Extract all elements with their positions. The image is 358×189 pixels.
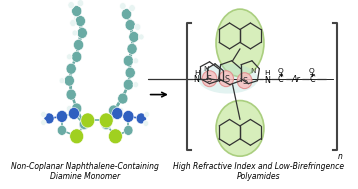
Circle shape bbox=[112, 108, 123, 119]
Circle shape bbox=[73, 40, 84, 50]
Text: Polyamides: Polyamides bbox=[237, 172, 280, 181]
Circle shape bbox=[123, 111, 134, 122]
Ellipse shape bbox=[216, 101, 264, 156]
Text: N: N bbox=[264, 76, 270, 85]
Circle shape bbox=[81, 113, 95, 128]
Text: H: H bbox=[194, 70, 199, 76]
Text: C: C bbox=[309, 75, 315, 84]
Circle shape bbox=[134, 23, 141, 30]
Circle shape bbox=[72, 103, 82, 114]
Text: N: N bbox=[250, 68, 256, 74]
Circle shape bbox=[77, 27, 87, 38]
Text: Ar: Ar bbox=[291, 75, 300, 84]
Circle shape bbox=[57, 125, 67, 135]
Circle shape bbox=[108, 105, 118, 116]
Text: n: n bbox=[338, 152, 343, 161]
Circle shape bbox=[66, 63, 76, 74]
Text: O: O bbox=[309, 68, 315, 74]
Text: O: O bbox=[278, 68, 284, 74]
Circle shape bbox=[129, 5, 135, 12]
Circle shape bbox=[44, 113, 54, 124]
Circle shape bbox=[120, 3, 126, 10]
Text: Non-Coplanar Naphthalene-Containing: Non-Coplanar Naphthalene-Containing bbox=[11, 162, 159, 171]
Circle shape bbox=[144, 112, 150, 117]
Circle shape bbox=[99, 113, 113, 128]
Text: High Refractive Index and Low-Birefringence: High Refractive Index and Low-Birefringe… bbox=[173, 162, 344, 171]
Circle shape bbox=[101, 119, 111, 130]
Circle shape bbox=[127, 43, 137, 54]
Circle shape bbox=[75, 15, 86, 26]
Circle shape bbox=[237, 73, 252, 89]
Circle shape bbox=[67, 54, 72, 60]
Circle shape bbox=[124, 125, 133, 135]
Circle shape bbox=[41, 119, 46, 125]
Text: S: S bbox=[243, 77, 248, 86]
Text: C: C bbox=[278, 75, 284, 84]
Circle shape bbox=[123, 79, 134, 90]
Circle shape bbox=[125, 67, 135, 78]
Circle shape bbox=[64, 75, 74, 86]
Ellipse shape bbox=[198, 64, 258, 94]
Text: N: N bbox=[203, 66, 209, 72]
Circle shape bbox=[57, 111, 67, 122]
Circle shape bbox=[41, 112, 46, 117]
Circle shape bbox=[59, 78, 65, 84]
Circle shape bbox=[121, 9, 132, 19]
Circle shape bbox=[66, 89, 76, 100]
Circle shape bbox=[68, 2, 74, 9]
Text: H: H bbox=[264, 70, 270, 76]
Circle shape bbox=[70, 19, 76, 26]
Circle shape bbox=[118, 93, 128, 104]
Circle shape bbox=[219, 71, 233, 87]
Circle shape bbox=[68, 108, 79, 119]
Text: S: S bbox=[224, 75, 229, 84]
Circle shape bbox=[77, 0, 84, 7]
Circle shape bbox=[79, 119, 89, 130]
Text: Diamine Monomer: Diamine Monomer bbox=[50, 172, 120, 181]
Circle shape bbox=[125, 19, 135, 30]
Circle shape bbox=[139, 34, 144, 40]
Text: S: S bbox=[207, 75, 212, 84]
Ellipse shape bbox=[216, 9, 264, 77]
Circle shape bbox=[72, 51, 82, 62]
Circle shape bbox=[72, 6, 82, 17]
Circle shape bbox=[136, 113, 146, 124]
Circle shape bbox=[143, 120, 149, 126]
Circle shape bbox=[102, 119, 111, 129]
Circle shape bbox=[133, 58, 139, 64]
Circle shape bbox=[67, 105, 72, 112]
Circle shape bbox=[70, 129, 84, 144]
Circle shape bbox=[123, 55, 134, 66]
Circle shape bbox=[79, 119, 89, 129]
Circle shape bbox=[133, 82, 139, 88]
Circle shape bbox=[72, 30, 78, 36]
Circle shape bbox=[108, 129, 122, 144]
Circle shape bbox=[202, 71, 217, 87]
Text: N: N bbox=[194, 75, 199, 84]
Circle shape bbox=[118, 108, 124, 113]
Circle shape bbox=[129, 32, 139, 42]
